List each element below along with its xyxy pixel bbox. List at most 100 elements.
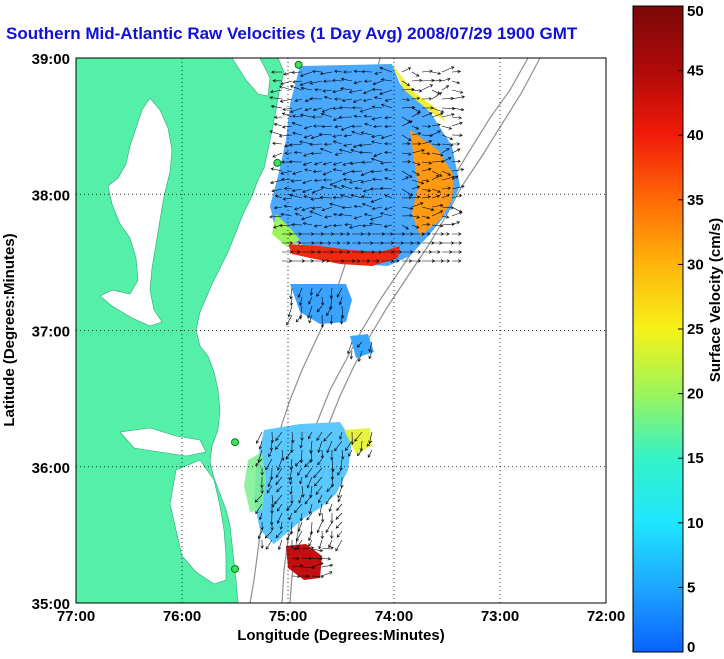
- velocity-patch-green-south: [272, 214, 300, 246]
- velocity-arrow: [304, 494, 313, 505]
- velocity-arrow: [384, 116, 393, 120]
- velocity-arrow: [317, 458, 323, 466]
- velocity-arrow: [369, 222, 383, 226]
- velocity-arrow: [372, 80, 383, 86]
- velocity-vectors: [254, 66, 465, 579]
- velocity-arrow: [258, 440, 263, 450]
- velocity-arrow: [441, 194, 450, 199]
- velocity-arrow: [442, 232, 450, 236]
- velocity-arrow: [311, 562, 324, 568]
- velocity-arrow: [301, 215, 313, 221]
- velocity-arrow: [371, 134, 383, 139]
- velocity-arrow: [293, 206, 303, 211]
- velocity-arrow: [364, 122, 373, 127]
- y-tick-label: 37:00: [32, 324, 70, 341]
- velocity-arrow: [289, 485, 293, 495]
- station-marker: [273, 158, 282, 167]
- colorbar-tick-label: 25: [687, 321, 704, 338]
- velocity-arrow: [306, 476, 313, 489]
- chesapeake-bay: [99, 97, 173, 327]
- velocity-arrow: [301, 188, 313, 194]
- velocity-arrow: [350, 431, 354, 446]
- velocity-arrow: [273, 115, 283, 119]
- velocity-arrow: [357, 449, 363, 457]
- velocity-arrow: [286, 314, 293, 326]
- velocity-arrow: [281, 449, 285, 462]
- plot-content: [76, 58, 606, 603]
- velocity-arrow: [303, 152, 313, 157]
- velocity-arrow: [380, 161, 393, 165]
- x-tick-labels: 77:00 76:00 75:00 74:00 73:00 72:00: [57, 608, 625, 625]
- velocity-arrow: [301, 556, 313, 561]
- x-tick-label: 74:00: [375, 608, 413, 625]
- velocity-arrow: [302, 221, 313, 226]
- velocity-arrow: [441, 96, 455, 101]
- velocity-arrow: [384, 142, 393, 146]
- velocity-arrow: [268, 449, 273, 458]
- velocity-arrow: [332, 223, 343, 228]
- velocity-arrow: [421, 151, 431, 156]
- velocity-arrow: [345, 440, 353, 452]
- velocity-arrow: [318, 132, 333, 136]
- velocity-arrow: [275, 467, 283, 479]
- velocity-arrow: [265, 539, 273, 550]
- velocity-arrow: [353, 215, 363, 220]
- velocity-arrow: [401, 80, 411, 86]
- velocity-arrow: [354, 431, 363, 442]
- velocity-arrow: [295, 314, 303, 323]
- velocity-arrow: [291, 70, 303, 75]
- velocity-arrow: [260, 521, 264, 531]
- velocity-arrow: [421, 222, 431, 227]
- velocity-arrow: [344, 222, 353, 227]
- velocity-arrow: [320, 185, 333, 190]
- velocity-arrow: [312, 250, 322, 254]
- colorbar-tick-label: 45: [687, 63, 704, 80]
- velocity-arrow: [330, 476, 335, 488]
- velocity-arrow: [291, 564, 304, 568]
- velocity-arrow: [370, 169, 383, 174]
- velocity-arrow: [312, 124, 323, 128]
- velocity-arrow: [291, 556, 300, 561]
- velocity-arrow: [311, 206, 323, 210]
- velocity-arrow: [297, 287, 303, 298]
- velocity-arrow: [338, 115, 353, 119]
- velocity-arrow: [369, 187, 383, 191]
- velocity-arrow: [301, 574, 310, 578]
- velocity-arrow: [401, 170, 413, 178]
- velocity-arrow: [321, 206, 333, 212]
- velocity-arrow: [353, 204, 363, 209]
- velocity-arrow: [441, 125, 453, 130]
- velocity-arrow: [288, 193, 303, 199]
- velocity-arrow: [332, 89, 343, 94]
- velocity-arrow: [401, 98, 411, 102]
- velocity-arrow: [348, 449, 353, 457]
- colorbar-tick-label: 40: [687, 127, 704, 144]
- velocity-arrow: [342, 177, 353, 182]
- velocity-arrow: [352, 259, 361, 263]
- velocity-arrow: [401, 176, 409, 181]
- velocity-arrow: [279, 521, 283, 530]
- velocity-arrow: [451, 80, 461, 85]
- velocity-arrow: [353, 80, 363, 85]
- velocity-arrow: [421, 195, 432, 199]
- map-title: Southern Mid-Atlantic Raw Velocities (1 …: [6, 24, 578, 43]
- velocity-arrow: [361, 202, 373, 208]
- velocity-arrow: [421, 112, 433, 118]
- velocity-arrow: [367, 449, 373, 458]
- velocity-arrow: [441, 66, 455, 73]
- velocity-arrow: [297, 467, 303, 476]
- velocity-arrow: [282, 107, 293, 111]
- velocity-arrow: [431, 203, 444, 208]
- x-tick-label: 72:00: [587, 608, 625, 625]
- velocity-arrow: [276, 512, 283, 524]
- velocity-arrow: [322, 161, 333, 166]
- velocity-arrow: [324, 215, 333, 219]
- velocity-arrow: [371, 116, 383, 121]
- velocity-arrow: [283, 186, 293, 191]
- velocity-arrow: [270, 521, 274, 531]
- velocity-arrow: [335, 539, 343, 552]
- velocity-arrow: [308, 539, 313, 547]
- velocity-arrow: [351, 124, 363, 128]
- velocity-arrow: [279, 98, 293, 103]
- velocity-arrow: [342, 161, 353, 166]
